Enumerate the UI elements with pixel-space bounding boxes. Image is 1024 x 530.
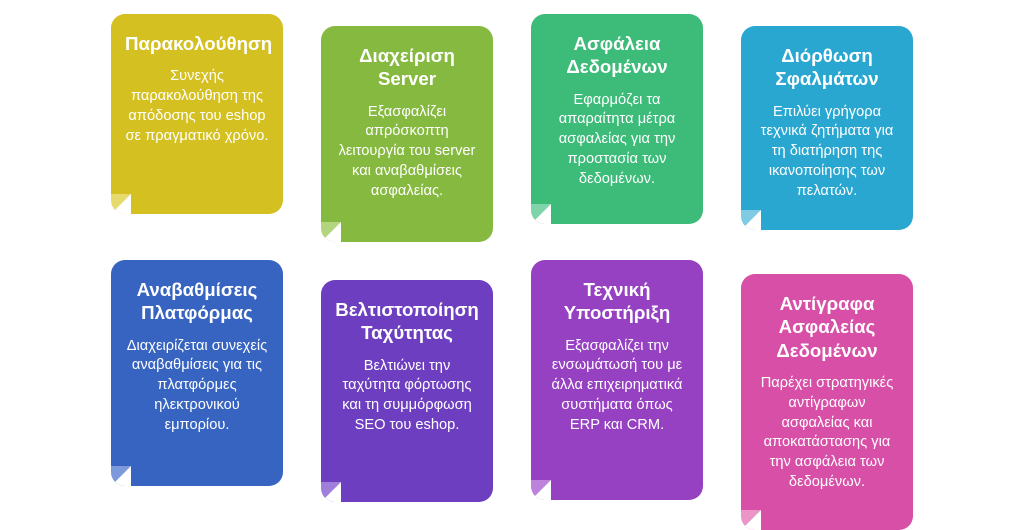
card-title: Διαχείριση Server [335, 44, 479, 91]
card-data-security: Ασφάλεια Δεδομένων Εφαρμόζει τα απαραίτη… [531, 14, 703, 224]
card-title: Τεχνική Υποστήριξη [545, 278, 689, 325]
cell-5: Βελτιστοποίηση Ταχύτητας Βελτιώνει την τ… [318, 260, 496, 502]
folded-corner-icon [741, 510, 761, 530]
cards-grid: Παρακολούθηση Συνεχής παρακολούθηση της … [0, 0, 1024, 512]
cell-2: Ασφάλεια Δεδομένων Εφαρμόζει τα απαραίτη… [528, 14, 706, 224]
card-title: Παρακολούθηση [125, 32, 269, 55]
cell-6: Τεχνική Υποστήριξη Εξασφαλίζει την ενσωμ… [528, 260, 706, 500]
card-speed-optimization: Βελτιστοποίηση Ταχύτητας Βελτιώνει την τ… [321, 280, 493, 502]
card-title: Ασφάλεια Δεδομένων [545, 32, 689, 79]
card-desc: Διαχειρίζεται συνεχείς αναβαθμίσεις για … [125, 337, 269, 436]
folded-corner-icon [111, 466, 131, 486]
card-title: Αντίγραφα Ασφαλείας Δεδομένων [755, 292, 899, 362]
cell-0: Παρακολούθηση Συνεχής παρακολούθηση της … [108, 14, 286, 214]
card-server-management: Διαχείριση Server Εξασφαλίζει απρόσκοπτη… [321, 26, 493, 242]
folded-corner-icon [111, 194, 131, 214]
card-technical-support: Τεχνική Υποστήριξη Εξασφαλίζει την ενσωμ… [531, 260, 703, 500]
card-desc: Παρέχει στρατηγικές αντίγραφων ασφαλείας… [755, 374, 899, 493]
folded-corner-icon [321, 482, 341, 502]
card-desc: Επιλύει γρήγορα τεχνικά ζητήματα για τη … [755, 103, 899, 202]
card-data-backups: Αντίγραφα Ασφαλείας Δεδομένων Παρέχει στ… [741, 274, 913, 530]
cell-3: Διόρθωση Σφαλμάτων Επιλύει γρήγορα τεχνι… [738, 14, 916, 230]
folded-corner-icon [531, 204, 551, 224]
folded-corner-icon [321, 222, 341, 242]
card-desc: Εξασφαλίζει απρόσκοπτη λειτουργία του se… [335, 103, 479, 202]
card-platform-upgrades: Αναβαθμίσεις Πλατφόρμας Διαχειρίζεται συ… [111, 260, 283, 486]
cell-4: Αναβαθμίσεις Πλατφόρμας Διαχειρίζεται συ… [108, 260, 286, 486]
card-desc: Εξασφαλίζει την ενσωμάτωσή του με άλλα ε… [545, 337, 689, 436]
cell-7: Αντίγραφα Ασφαλείας Δεδομένων Παρέχει στ… [738, 260, 916, 530]
folded-corner-icon [531, 480, 551, 500]
folded-corner-icon [741, 210, 761, 230]
card-desc: Βελτιώνει την ταχύτητα φόρτωσης και τη σ… [335, 357, 479, 436]
card-title: Αναβαθμίσεις Πλατφόρμας [125, 278, 269, 325]
card-desc: Εφαρμόζει τα απαραίτητα μέτρα ασφαλείας … [545, 91, 689, 190]
card-desc: Συνεχής παρακολούθηση της απόδοσης του e… [125, 67, 269, 146]
card-title: Διόρθωση Σφαλμάτων [755, 44, 899, 91]
card-title: Βελτιστοποίηση Ταχύτητας [335, 298, 479, 345]
card-bug-fixing: Διόρθωση Σφαλμάτων Επιλύει γρήγορα τεχνι… [741, 26, 913, 230]
card-monitoring: Παρακολούθηση Συνεχής παρακολούθηση της … [111, 14, 283, 214]
cell-1: Διαχείριση Server Εξασφαλίζει απρόσκοπτη… [318, 14, 496, 242]
